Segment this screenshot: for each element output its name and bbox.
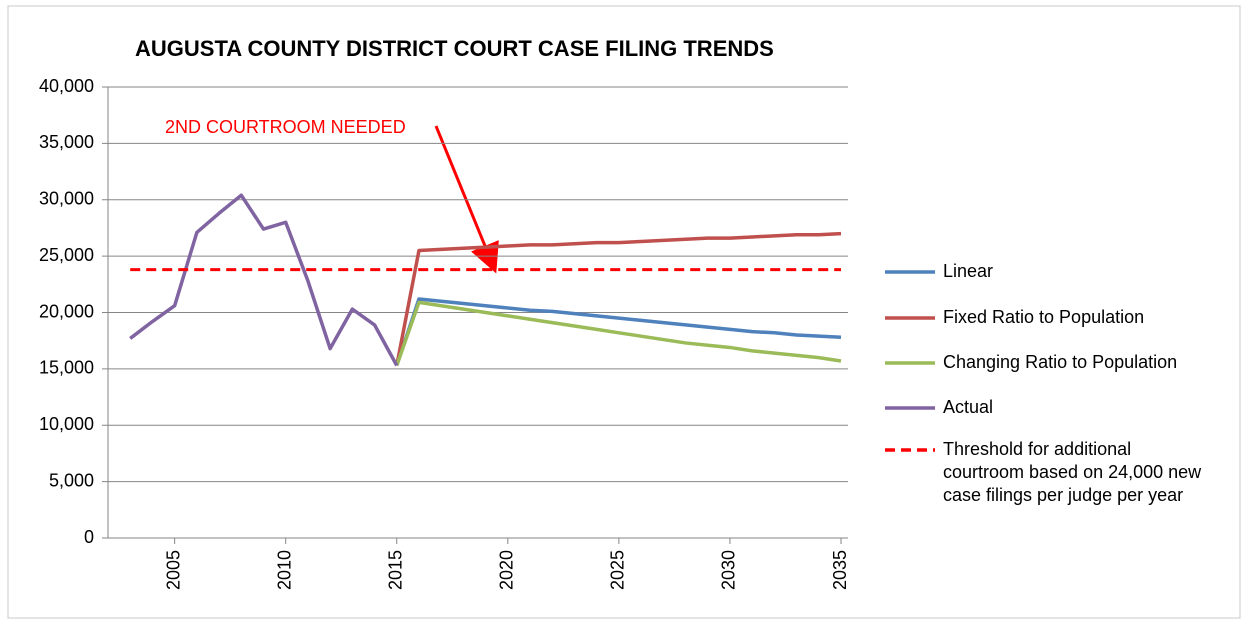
legend-label: Actual [943,397,994,417]
x-tick-label: 2005 [163,550,183,590]
series-line [129,193,399,367]
y-tick-label: 15,000 [39,358,94,378]
series-line [395,300,842,367]
legend-label: Linear [943,261,994,281]
y-tick-label: 25,000 [39,245,94,265]
y-tick-label: 20,000 [39,301,94,321]
legend-label: Threshold for additional courtroom based… [943,439,1202,505]
x-tick-label: 2020 [497,550,517,590]
series-line [395,297,842,367]
y-tick-label: 35,000 [39,132,94,152]
y-tick-label: 40,000 [39,76,94,96]
legend-label: Fixed Ratio to Population [943,307,1145,327]
y-tick-label: 10,000 [39,414,94,434]
series-line [395,231,842,366]
annotation: 2ND COURTROOM NEEDED [165,117,406,137]
annotation-arrow [434,125,499,274]
chart-frame [7,5,1241,619]
y-tick-label: 30,000 [39,189,94,209]
y-tick-label: 5,000 [49,470,94,490]
y-tick-label: 0 [84,527,94,547]
x-tick-label: 2015 [386,550,406,590]
x-tick-label: 2010 [274,550,294,590]
chart-title: AUGUSTA COUNTY DISTRICT COURT CASE FILIN… [135,36,774,61]
legend-label: Changing Ratio to Population [943,352,1178,372]
x-tick-label: 2030 [719,550,739,590]
x-tick-label: 2025 [608,550,628,590]
x-tick-label: 2035 [830,550,850,590]
